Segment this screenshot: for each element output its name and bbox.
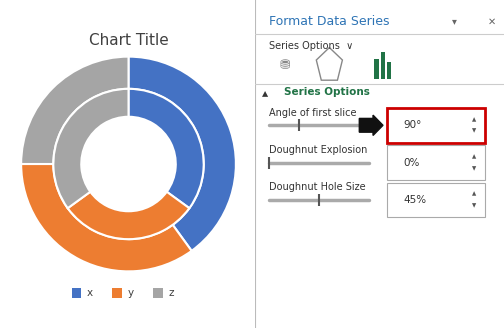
Bar bbox=[72, 288, 81, 298]
Text: Doughnut Explosion: Doughnut Explosion bbox=[270, 145, 368, 155]
Text: ◀: ◀ bbox=[260, 90, 269, 95]
Text: ▼: ▼ bbox=[472, 166, 476, 171]
Text: ▼: ▼ bbox=[472, 129, 476, 134]
Text: ▲: ▲ bbox=[472, 154, 476, 159]
Text: Angle of first slice: Angle of first slice bbox=[270, 108, 357, 117]
Wedge shape bbox=[21, 164, 192, 271]
Text: Series Options  ∨: Series Options ∨ bbox=[270, 41, 354, 51]
Text: ⛃: ⛃ bbox=[279, 59, 290, 72]
Text: x: x bbox=[87, 288, 93, 298]
Wedge shape bbox=[53, 89, 129, 208]
Wedge shape bbox=[129, 57, 236, 251]
Wedge shape bbox=[68, 192, 190, 239]
Text: Chart Title: Chart Title bbox=[89, 33, 168, 48]
Bar bbox=[112, 288, 122, 298]
Bar bbox=[387, 62, 391, 79]
FancyBboxPatch shape bbox=[387, 145, 485, 180]
Text: Series Options: Series Options bbox=[284, 88, 370, 97]
Text: 0%: 0% bbox=[403, 158, 419, 168]
Bar bbox=[381, 52, 385, 79]
Text: ▲: ▲ bbox=[472, 192, 476, 197]
Wedge shape bbox=[129, 89, 204, 208]
Text: ▲: ▲ bbox=[472, 117, 476, 122]
Text: z: z bbox=[168, 288, 174, 298]
Text: Format Data Series: Format Data Series bbox=[270, 15, 390, 28]
Text: 90°: 90° bbox=[403, 120, 421, 130]
FancyBboxPatch shape bbox=[387, 183, 485, 217]
Text: 45%: 45% bbox=[403, 195, 426, 205]
Text: y: y bbox=[128, 288, 134, 298]
Bar bbox=[374, 59, 379, 79]
Text: ▼: ▼ bbox=[472, 203, 476, 209]
Bar bbox=[153, 288, 163, 298]
Text: ▾: ▾ bbox=[452, 16, 457, 26]
FancyArrow shape bbox=[359, 115, 383, 135]
Text: Doughnut Hole Size: Doughnut Hole Size bbox=[270, 182, 366, 192]
Wedge shape bbox=[21, 57, 129, 164]
Text: ✕: ✕ bbox=[487, 16, 495, 26]
FancyBboxPatch shape bbox=[387, 108, 485, 143]
